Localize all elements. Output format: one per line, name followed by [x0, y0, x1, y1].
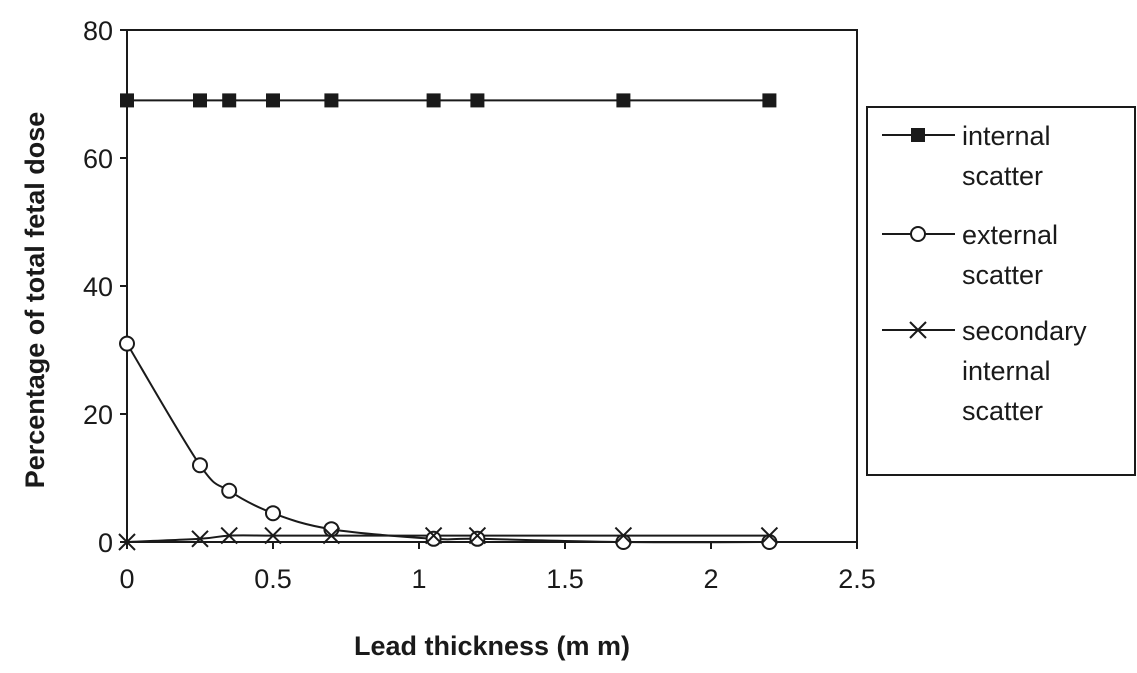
- secondary-scatter-point: [118, 533, 136, 551]
- external-scatter-point: [265, 505, 281, 522]
- external-scatter-point: [221, 482, 238, 499]
- internal-scatter-point: [222, 93, 237, 108]
- secondary-scatter-point: [760, 526, 779, 545]
- secondary-scatter-point: [220, 526, 238, 545]
- legend-label: secondary: [962, 316, 1087, 346]
- internal-scatter-point: [616, 93, 631, 108]
- legend: internal scatter external scatter secondary i…: [882, 121, 1087, 426]
- secondary-scatter-point: [264, 526, 282, 545]
- secondary-scatter-point: [468, 526, 487, 545]
- x-axis-title: Lead thickness (m m): [354, 631, 630, 661]
- legend-marker: [911, 128, 925, 142]
- secondary-scatter-point: [322, 526, 341, 545]
- y-axis-ticks: 0 20 40 60 80: [83, 16, 127, 558]
- external-scatter-point: [761, 534, 778, 550]
- legend-box: [866, 106, 1136, 476]
- x-tick-label: 0: [119, 564, 134, 594]
- secondary-scatter-point: [424, 526, 443, 545]
- external-scatter-point: [119, 335, 135, 352]
- x-tick-label: 2: [703, 564, 718, 594]
- x-tick-label: 0.5: [254, 564, 292, 594]
- y-tick-label: 0: [98, 528, 113, 558]
- legend-marker: [909, 321, 927, 339]
- internal-scatter-point: [470, 93, 485, 108]
- external-scatter-point: [425, 530, 442, 547]
- external-scatter-point: [469, 530, 486, 547]
- y-tick-label: 40: [83, 272, 113, 302]
- legend-label: scatter: [962, 161, 1043, 191]
- y-axis-title: Percentage of total fetal dose: [20, 112, 50, 489]
- legend-entry: secondary internal scatter: [882, 316, 1087, 426]
- series-markers: [118, 93, 779, 551]
- plot-area: [126, 29, 858, 543]
- secondary-scatter-point: [191, 530, 209, 548]
- internal-scatter-point: [324, 93, 339, 108]
- legend-marker: [910, 226, 926, 242]
- internal-scatter-point: [266, 93, 280, 108]
- x-tick-label: 1.5: [546, 564, 584, 594]
- y-tick-label: 20: [83, 400, 113, 430]
- legend-label: scatter: [962, 396, 1043, 426]
- internal-scatter-point: [193, 93, 207, 108]
- y-tick-label: 60: [83, 144, 113, 174]
- legend-label: scatter: [962, 260, 1043, 290]
- legend-entry: external scatter: [882, 220, 1058, 290]
- x-tick-label: 2.5: [838, 564, 876, 594]
- external-scatter-point: [323, 521, 340, 538]
- secondary-scatter-point: [614, 526, 633, 545]
- y-tick-label: 80: [83, 16, 113, 46]
- internal-scatter-point: [762, 93, 777, 108]
- x-tick-label: 1: [411, 564, 426, 594]
- legend-entry: internal scatter: [882, 121, 1051, 191]
- external-scatter-point: [615, 534, 632, 550]
- legend-label: internal: [962, 356, 1051, 386]
- external-scatter-point: [192, 457, 208, 474]
- internal-scatter-point: [120, 93, 134, 108]
- internal-scatter-point: [426, 93, 441, 108]
- legend-label: internal: [962, 121, 1051, 151]
- legend-label: external: [962, 220, 1058, 250]
- x-axis-ticks: 0 0.5 1 1.5 2 2.5: [119, 542, 876, 594]
